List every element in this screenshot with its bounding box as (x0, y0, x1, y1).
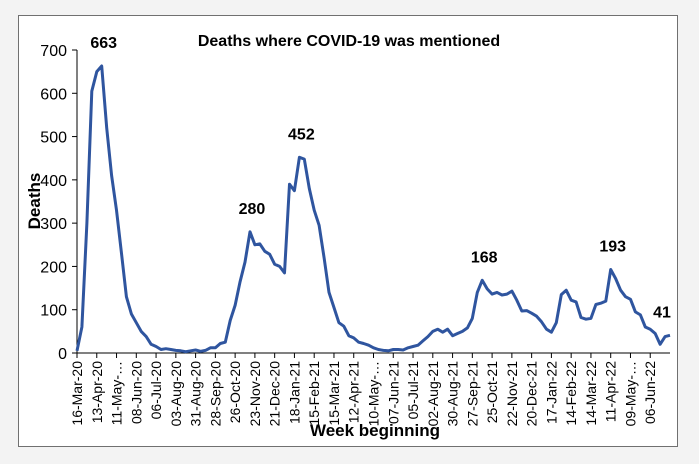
y-axis-label: Deaths (25, 173, 44, 230)
y-tick-label: 400 (40, 173, 67, 190)
y-tick-label: 100 (40, 303, 67, 320)
y-tick-label: 300 (40, 216, 67, 233)
y-tick-label: 700 (40, 43, 67, 60)
x-tick-label: 25-Oct-21 (484, 361, 500, 423)
chart-title: Deaths where COVID-19 was mentioned (198, 33, 500, 50)
data-label: 168 (471, 249, 498, 266)
x-tick-label: 07-Jun-21 (385, 361, 401, 424)
x-tick-label: 26-Oct-20 (227, 361, 243, 423)
chart-frame (18, 15, 678, 447)
x-tick-label: 15-Feb-21 (306, 361, 322, 426)
x-tick-label: 11-Apr-22 (603, 361, 619, 422)
x-tick-label: 08-Jun-20 (128, 361, 144, 424)
x-tick-label: 14-Feb-22 (563, 361, 579, 426)
data-label: 280 (239, 201, 266, 218)
x-tick-label: 06-Jul-20 (148, 361, 164, 420)
x-tick-label: 27-Sep-21 (464, 361, 480, 427)
data-label: 41 (653, 304, 671, 321)
data-label: 193 (599, 238, 626, 255)
x-tick-label: 11-May-… (109, 361, 125, 425)
x-tick-label: 28-Sep-20 (207, 361, 223, 427)
plot-area: 663 280 452 168 193 41 (75, 35, 671, 354)
y-tick-label: 200 (40, 259, 67, 276)
x-tick-label: 06-Jun-22 (642, 361, 658, 424)
x-tick-label: 15-Mar-21 (326, 361, 342, 426)
y-axis: 0 100 200 300 400 500 600 700 (40, 43, 78, 363)
x-tick-label: 18-Jan-21 (286, 361, 302, 424)
x-tick-label: 23-Nov-20 (247, 361, 263, 427)
x-tick-label: 17-Jan-22 (543, 361, 559, 424)
x-tick-label: 10-May-… (366, 361, 382, 426)
x-tick-label: 16-Mar-20 (69, 361, 85, 426)
x-tick-label: 13-Apr-20 (89, 361, 105, 423)
x-tick-label: 21-Dec-20 (267, 361, 283, 427)
y-tick-label: 600 (40, 86, 67, 103)
x-tick-label: 20-Dec-21 (524, 361, 540, 427)
x-axis-label: Week beginning (310, 421, 440, 440)
x-tick-label: 31-Aug-20 (188, 361, 204, 427)
data-label: 452 (288, 126, 315, 143)
x-tick-label: 02-Aug-21 (425, 361, 441, 427)
x-tick-label: 03-Aug-20 (168, 361, 184, 427)
x-tick-label: 12-Apr-21 (346, 361, 362, 423)
x-tick-label: 14-Mar-22 (583, 361, 599, 426)
series-line-deaths (75, 64, 671, 354)
x-tick-label: 05-Jul-21 (405, 361, 421, 420)
y-tick-label: 0 (58, 346, 67, 363)
x-tick-label: 09-May-… (622, 361, 638, 426)
y-tick-label: 500 (40, 130, 67, 147)
x-axis: 16-Mar-20 13-Apr-20 11-May-… 08-Jun-20 06-Ju… (69, 352, 670, 427)
x-tick-label: 22-Nov-21 (504, 361, 520, 427)
x-tick-label: 30-Aug-21 (445, 361, 461, 427)
data-label: 663 (90, 35, 117, 52)
